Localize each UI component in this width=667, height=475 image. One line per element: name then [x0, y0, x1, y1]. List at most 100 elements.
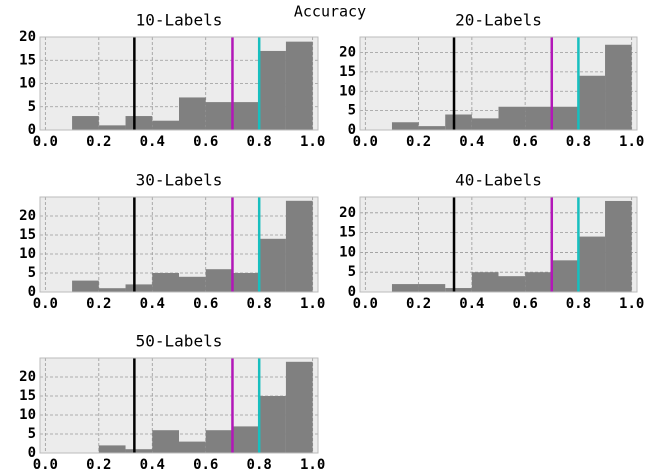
y-tick-label: 5 — [348, 264, 356, 280]
bar — [259, 50, 286, 131]
bar — [285, 200, 313, 292]
x-tick-label: 0.2 — [86, 296, 111, 312]
bar — [498, 106, 526, 130]
x-tick-label: 0.4 — [140, 134, 165, 150]
x-tick-label: 0.8 — [247, 457, 272, 473]
y-tick-label: 10 — [19, 407, 36, 423]
figure-title: Accuracy — [294, 3, 366, 21]
y-tick-label: 5 — [28, 265, 36, 281]
bar — [72, 116, 99, 130]
x-tick-label: 0.4 — [140, 457, 165, 473]
x-tick-label: 0.4 — [459, 296, 484, 312]
x-tick-label: 0.8 — [566, 296, 591, 312]
y-tick-label: 15 — [339, 64, 356, 80]
x-tick-label: 0.4 — [140, 296, 165, 312]
y-tick-label: 5 — [28, 426, 36, 442]
plot-frame — [39, 357, 319, 454]
x-tick-label: 0.2 — [86, 457, 111, 473]
x-tick-label: 0.0 — [353, 296, 378, 312]
subplot-title: 10-Labels — [136, 11, 223, 30]
x-tick-label: 0.2 — [406, 134, 431, 150]
y-tick-label: 10 — [339, 83, 356, 99]
bar — [152, 273, 179, 292]
bar — [605, 44, 632, 130]
bar — [578, 75, 606, 130]
x-tick-label: 0.6 — [193, 457, 218, 473]
bar — [125, 284, 153, 292]
x-tick-label: 0.6 — [512, 134, 537, 150]
x-tick-label: 1.0 — [619, 134, 644, 150]
bar — [418, 126, 446, 130]
bar — [179, 441, 206, 453]
bar — [98, 125, 126, 130]
bar — [125, 449, 153, 453]
y-tick-label: 0 — [28, 122, 36, 138]
bar — [445, 288, 472, 292]
subplot-title: 50-Labels — [136, 332, 223, 351]
x-tick-label: 0.2 — [406, 296, 431, 312]
bar — [525, 106, 552, 130]
bar — [125, 116, 153, 130]
y-tick-label: 15 — [19, 388, 36, 404]
bar — [232, 426, 260, 453]
bar — [98, 445, 126, 453]
bar — [285, 41, 313, 130]
x-tick-label: 0.8 — [566, 134, 591, 150]
x-tick-label: 0.0 — [33, 457, 58, 473]
y-tick-label: 20 — [19, 29, 36, 45]
bar — [551, 260, 579, 292]
y-tick-label: 15 — [19, 52, 36, 68]
x-tick-label: 0.6 — [512, 296, 537, 312]
plot-frame — [39, 196, 319, 293]
subplot-title: 40-Labels — [455, 171, 542, 190]
bar — [205, 269, 233, 292]
plot-frame — [359, 36, 638, 131]
bar — [605, 200, 632, 292]
bar — [205, 430, 233, 453]
bar — [259, 238, 286, 292]
y-tick-label: 0 — [28, 284, 36, 300]
y-tick-label: 10 — [19, 76, 36, 92]
y-tick-label: 20 — [19, 208, 36, 224]
y-tick-label: 0 — [28, 445, 36, 461]
bar — [259, 396, 286, 453]
x-tick-label: 0.8 — [247, 296, 272, 312]
subplot-title: 20-Labels — [455, 11, 542, 30]
x-tick-label: 1.0 — [300, 296, 325, 312]
bar — [232, 273, 260, 292]
y-tick-label: 5 — [348, 103, 356, 119]
x-tick-label: 1.0 — [619, 296, 644, 312]
bar — [98, 288, 126, 292]
y-tick-label: 0 — [348, 284, 356, 300]
y-tick-label: 15 — [19, 227, 36, 243]
bar — [498, 276, 526, 292]
x-tick-label: 0.8 — [247, 134, 272, 150]
bar — [152, 120, 179, 130]
bar — [445, 114, 472, 130]
y-tick-label: 20 — [339, 45, 356, 61]
bar — [551, 106, 579, 130]
y-tick-label: 20 — [19, 369, 36, 385]
y-tick-label: 20 — [339, 205, 356, 221]
y-tick-label: 15 — [339, 225, 356, 241]
bar — [179, 276, 206, 292]
bar — [418, 284, 446, 292]
y-tick-label: 0 — [348, 122, 356, 138]
bar — [72, 280, 99, 292]
subplot-title: 30-Labels — [136, 171, 223, 190]
x-tick-label: 0.4 — [459, 134, 484, 150]
y-tick-label: 10 — [19, 246, 36, 262]
bar — [179, 97, 206, 130]
x-tick-label: 0.2 — [86, 134, 111, 150]
plot-frame — [359, 196, 638, 293]
x-tick-label: 0.0 — [33, 134, 58, 150]
x-tick-label: 0.6 — [193, 134, 218, 150]
bar — [205, 102, 233, 130]
x-tick-label: 1.0 — [300, 457, 325, 473]
bar — [232, 102, 260, 130]
bar — [391, 122, 419, 130]
y-tick-label: 5 — [28, 99, 36, 115]
bar — [578, 236, 606, 292]
